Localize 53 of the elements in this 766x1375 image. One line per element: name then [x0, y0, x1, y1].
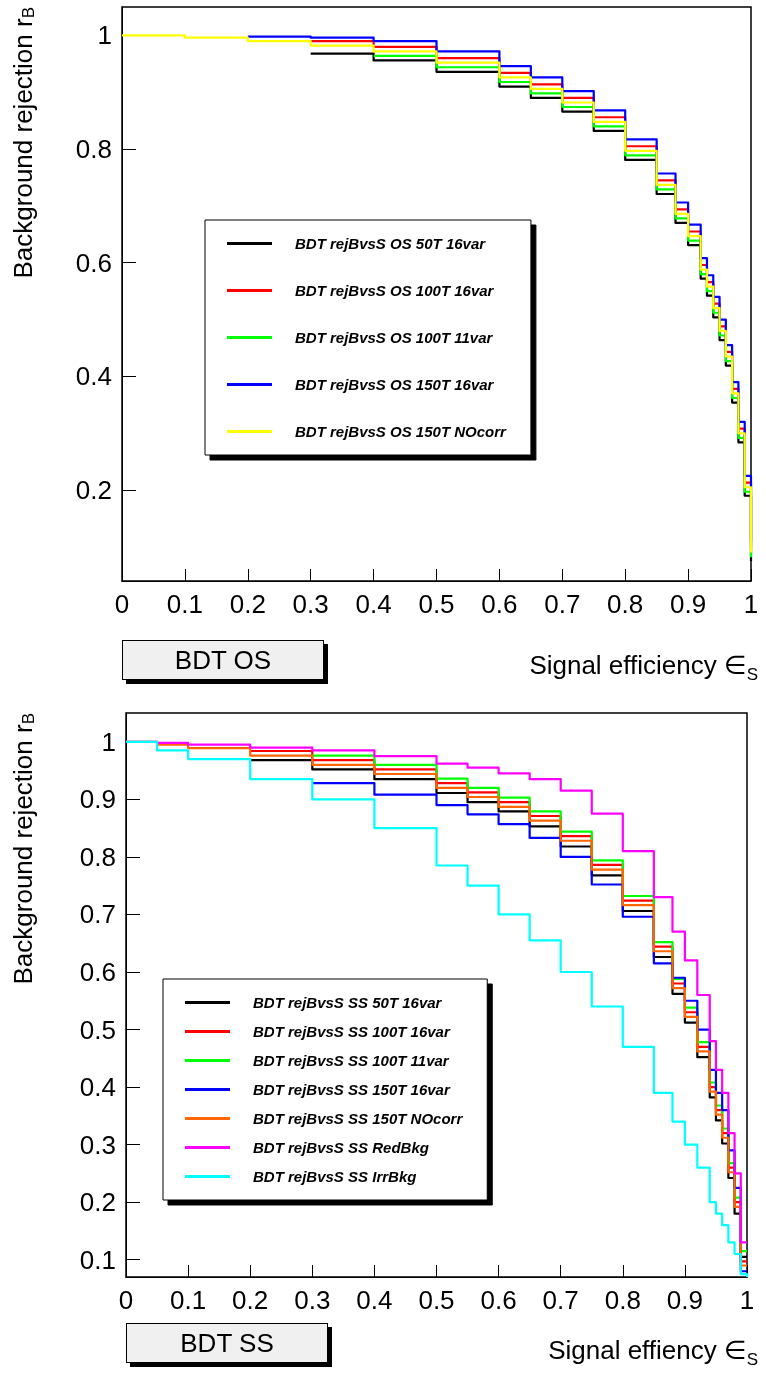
y-tick-label: 0.6 [75, 247, 112, 278]
x-tick-label: 0.5 [418, 589, 455, 619]
y-tick-label: 0.3 [79, 1129, 116, 1160]
y-tick-label: 0.2 [79, 1187, 116, 1218]
x-tick-label: 0.7 [542, 1285, 579, 1315]
x-tick-label: 0.1 [170, 1285, 207, 1315]
y-tick-label: 1 [101, 726, 116, 757]
x-tick-label: 0 [114, 589, 130, 619]
legend-label: BDT rejBvsS SS 50T 16var [253, 994, 443, 1011]
x-tick-label: 0.9 [666, 1285, 703, 1315]
legend-label: BDT rejBvsS SS IrrBkg [253, 1168, 417, 1185]
x-tick-label: 0.9 [670, 589, 707, 619]
x-tick-label: 0.5 [418, 1285, 455, 1315]
legend-label: BDT rejBvsS OS 150T NOcorr [295, 423, 508, 440]
legend-label: BDT rejBvsS OS 50T 16var [295, 235, 487, 252]
x-tick-label: 0.4 [355, 589, 392, 619]
y-tick-label: 0.9 [79, 784, 116, 815]
x-tick-label: 1 [739, 1285, 755, 1315]
y-tick-label: 0.5 [79, 1014, 116, 1045]
y-tick-label: 0.8 [75, 134, 112, 165]
y-tick-label: 1 [97, 20, 112, 51]
x-axis-title: Signal effiency ∈$_{S}$ [548, 1335, 758, 1370]
x-tick-label: 0.6 [481, 589, 518, 619]
legend-label: BDT rejBvsS OS 150T 16var [295, 376, 495, 393]
x-tick-label: 0.2 [229, 589, 266, 619]
legend-label: BDT rejBvsS SS 150T 16var [253, 1081, 451, 1098]
y-tick-label: 0.7 [79, 899, 116, 930]
legend-label: BDT rejBvsS SS 150T NOcorr [253, 1110, 464, 1127]
y-tick-label: 0.4 [79, 1072, 116, 1103]
x-tick-label: 0.4 [356, 1285, 393, 1315]
legend-label: BDT rejBvsS OS 100T 16var [295, 282, 495, 299]
x-tick-label: 0.8 [607, 589, 644, 619]
x-tick-label: 0.2 [232, 1285, 269, 1315]
x-tick-label: 0.3 [292, 589, 329, 619]
y-tick-label: 0.6 [79, 956, 116, 987]
x-tick-label: 0.3 [294, 1285, 331, 1315]
legend-label: BDT rejBvsS SS 100T 16var [253, 1023, 451, 1040]
y-tick-label: 0.8 [79, 841, 116, 872]
x-tick-label: 0.1 [166, 589, 203, 619]
y-tick-label: 0.4 [75, 361, 112, 392]
legend-label: BDT rejBvsS OS 100T 11var [295, 329, 494, 346]
x-tick-label: 1 [743, 589, 759, 619]
x-tick-label: 0.8 [604, 1285, 641, 1315]
text: BDT OS [122, 640, 324, 680]
y-tick-label: 0.1 [79, 1244, 116, 1275]
y-tick-label: 0.2 [75, 475, 112, 506]
x-tick-label: 0.6 [480, 1285, 517, 1315]
legend-label: BDT rejBvsS SS RedBkg [253, 1139, 429, 1156]
x-tick-label: 0 [118, 1285, 134, 1315]
x-tick-label: 0.7 [544, 589, 581, 619]
legend-label: BDT rejBvsS SS 100T 11var [253, 1052, 450, 1069]
x-axis-title: Signal efficiency ∈$_{S}$ [529, 650, 758, 685]
text: BDT SS [126, 1323, 328, 1363]
